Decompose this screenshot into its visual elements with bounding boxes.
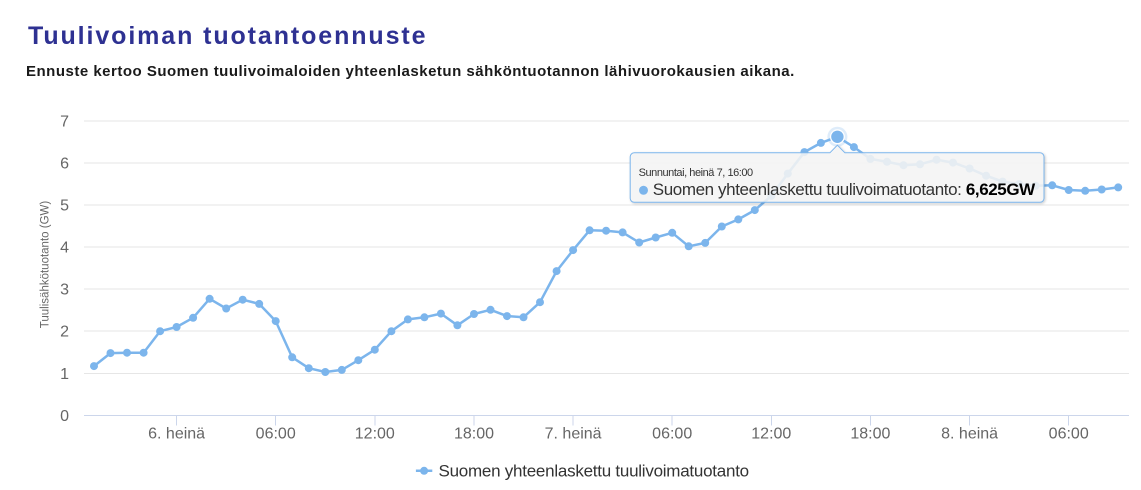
- svg-text:2: 2: [60, 324, 69, 341]
- svg-text:18:00: 18:00: [454, 426, 494, 443]
- svg-text:5: 5: [60, 198, 69, 215]
- svg-text:Suomen yhteenlaskettu tuulivoi: Suomen yhteenlaskettu tuulivoimatuotanto…: [653, 180, 1036, 199]
- svg-text:18:00: 18:00: [850, 426, 890, 443]
- svg-text:4: 4: [60, 240, 69, 257]
- svg-text:7: 7: [60, 114, 69, 131]
- svg-text:7. heinä: 7. heinä: [545, 426, 602, 443]
- svg-text:Tuulisähkötuotanto (GW): Tuulisähkötuotanto (GW): [40, 201, 52, 329]
- svg-text:3: 3: [60, 282, 69, 299]
- svg-text:12:00: 12:00: [355, 426, 395, 443]
- svg-text:6. heinä: 6. heinä: [148, 426, 205, 443]
- svg-text:8. heinä: 8. heinä: [941, 426, 998, 443]
- svg-text:06:00: 06:00: [256, 426, 296, 443]
- svg-text:0: 0: [60, 408, 69, 425]
- svg-text:Sunnuntai, heinä 7, 16:00: Sunnuntai, heinä 7, 16:00: [639, 167, 753, 179]
- svg-text:Suomen yhteenlaskettu tuulivoi: Suomen yhteenlaskettu tuulivoimatuotanto: [439, 461, 749, 480]
- svg-text:06:00: 06:00: [1049, 426, 1089, 443]
- svg-text:1: 1: [60, 366, 69, 383]
- svg-text:6: 6: [60, 156, 69, 173]
- svg-text:06:00: 06:00: [652, 426, 692, 443]
- svg-text:12:00: 12:00: [751, 426, 791, 443]
